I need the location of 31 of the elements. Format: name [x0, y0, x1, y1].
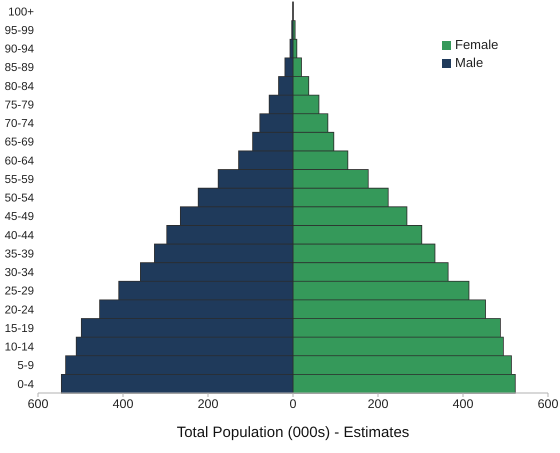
y-tick-label: 90-94 — [4, 44, 35, 56]
y-tick-label: 95-99 — [4, 25, 34, 38]
y-tick-label: 75-79 — [4, 99, 34, 112]
y-tick-label: 55-59 — [4, 174, 34, 186]
y-tick-label: 5-9 — [17, 360, 34, 372]
y-tick-label: 50-54 — [4, 192, 35, 205]
x-axis-title: Total Population (000s) - Estimates — [176, 424, 410, 441]
y-tick-label: 100+ — [8, 6, 34, 18]
y-tick-label: 70-74 — [4, 118, 35, 130]
y-tick-label: 85-89 — [4, 62, 34, 74]
x-tick-label: 200 — [198, 396, 218, 411]
x-tick-label: 400 — [112, 396, 134, 411]
y-tick-label: 10-14 — [4, 342, 35, 354]
y-tick-label: 45-49 — [4, 211, 34, 224]
y-tick-label: 15-19 — [4, 322, 34, 335]
x-tick-label: 600 — [538, 396, 558, 411]
legend-label: Female — [455, 37, 498, 52]
y-tick-label: 30-34 — [4, 267, 35, 280]
y-tick-label: 65-69 — [4, 136, 34, 149]
y-tick-label: 80-84 — [4, 80, 35, 93]
y-tick-label: 25-29 — [4, 286, 34, 298]
y-tick-label: 60-64 — [4, 155, 35, 168]
legend-label: Male — [455, 55, 484, 70]
y-tick-label: 20-24 — [4, 304, 35, 316]
x-tick-label: 0 — [290, 396, 297, 411]
x-tick-label: 200 — [368, 396, 388, 411]
x-tick-label: 400 — [452, 396, 474, 411]
x-tick-label: 600 — [28, 396, 48, 411]
y-tick-label: 40-44 — [4, 230, 35, 242]
y-tick-label: 35-39 — [4, 248, 34, 260]
y-tick-label: 0-4 — [17, 378, 35, 391]
